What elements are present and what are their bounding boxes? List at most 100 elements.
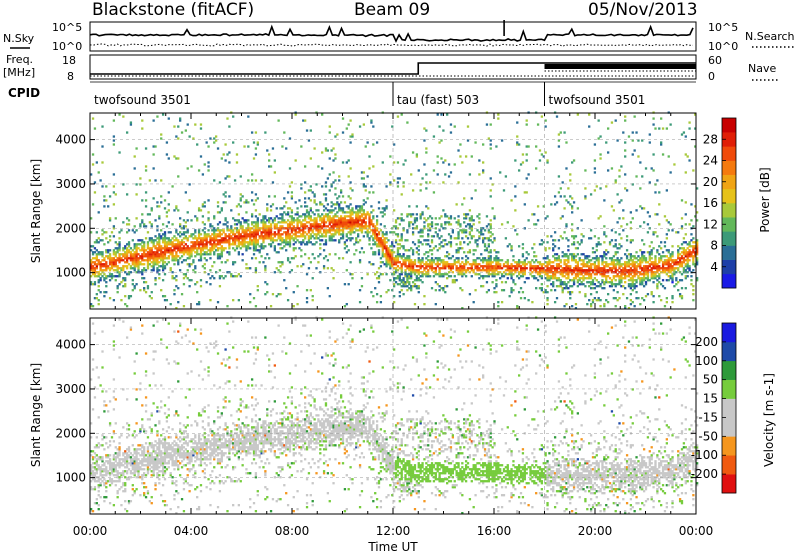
power-pixel	[349, 119, 352, 122]
power-pixel	[379, 257, 383, 260]
power-pixel	[338, 205, 341, 208]
power-pixel	[349, 231, 352, 234]
power-pixel	[571, 207, 574, 210]
power-pixel	[235, 235, 239, 238]
power-pixel	[508, 243, 511, 246]
power-pixel	[110, 231, 114, 234]
power-pixel	[428, 249, 432, 252]
power-pixel	[152, 269, 155, 272]
power-pixel	[464, 235, 468, 238]
power-pixel	[355, 221, 358, 224]
power-pixel	[129, 259, 133, 262]
power-pixel	[152, 261, 155, 264]
power-pixel	[146, 241, 150, 244]
power-pixel	[678, 261, 682, 264]
power-pixel	[430, 265, 434, 268]
power-pixel	[476, 239, 479, 242]
power-pixel	[470, 219, 473, 222]
power-pixel	[404, 281, 407, 284]
power-pixel	[247, 145, 250, 148]
power-pixel	[408, 263, 411, 266]
power-pixel	[281, 221, 284, 224]
power-pixel	[610, 269, 614, 272]
power-pixel	[349, 213, 352, 216]
power-pixel	[696, 219, 699, 222]
power-pixel	[680, 217, 684, 220]
power-pixel	[393, 257, 396, 260]
power-pixel	[379, 265, 383, 268]
power-pixel	[631, 285, 634, 288]
power-pixel	[606, 271, 610, 274]
power-pixel	[470, 225, 473, 228]
power-pixel	[470, 275, 473, 278]
power-pixel	[555, 279, 559, 282]
power-pixel	[283, 231, 286, 234]
power-pixel	[345, 303, 348, 306]
power-pixel	[375, 223, 379, 226]
power-pixel	[497, 267, 500, 270]
power-pixel	[107, 251, 110, 254]
power-pixel	[620, 285, 623, 288]
power-pixel	[415, 217, 419, 220]
power-pixel	[171, 223, 174, 226]
power-pixel	[567, 267, 570, 270]
power-pixel	[341, 211, 345, 214]
power-pixel	[124, 261, 127, 264]
power-pixel	[139, 257, 142, 260]
power-pixel	[232, 231, 235, 234]
power-pixel	[644, 265, 648, 268]
power-pixel	[686, 261, 689, 264]
power-pixel	[546, 297, 549, 300]
power-pixel	[268, 153, 271, 156]
power-pixel	[413, 219, 417, 222]
power-pixel	[243, 229, 246, 232]
power-pixel	[224, 247, 227, 250]
power-pixel	[413, 269, 417, 272]
power-pixel	[419, 215, 422, 218]
power-pixel	[239, 247, 242, 250]
power-pixel	[345, 227, 348, 230]
power-pixel	[597, 299, 600, 302]
power-pixel	[601, 281, 604, 284]
power-pixel	[264, 217, 267, 220]
power-pixel	[179, 223, 182, 226]
power-pixel	[504, 265, 508, 268]
power-pixel	[137, 263, 140, 266]
power-pixel	[603, 225, 606, 228]
power-pixel	[444, 285, 447, 288]
power-pixel	[684, 269, 687, 272]
power-pixel	[430, 287, 434, 290]
power-pixel	[553, 239, 557, 242]
power-pixel	[521, 243, 525, 246]
power-pixel	[135, 249, 138, 252]
power-pixel	[406, 273, 409, 276]
power-pixel	[642, 277, 646, 280]
power-pixel	[158, 247, 161, 250]
power-pixel	[105, 281, 108, 284]
power-pixel	[597, 119, 600, 122]
power-pixel	[648, 251, 651, 254]
power-pixel	[548, 277, 551, 280]
power-pixel	[175, 205, 178, 208]
power-pixel	[391, 273, 394, 276]
power-pixel	[553, 203, 557, 206]
power-pixel	[357, 213, 360, 216]
power-pixel	[180, 233, 184, 236]
power-pixel	[540, 243, 544, 246]
power-pixel	[614, 279, 617, 282]
power-pixel	[631, 217, 634, 220]
power-pixel	[368, 239, 371, 242]
power-pixel	[580, 219, 583, 222]
power-pixel	[127, 257, 131, 260]
power-pixel	[463, 267, 466, 270]
power-pixel	[406, 229, 409, 232]
power-pixel	[133, 251, 136, 254]
power-pixel	[173, 235, 176, 238]
power-pixel	[349, 261, 352, 264]
power-pixel	[652, 295, 655, 298]
power-pixel	[321, 213, 324, 216]
power-pixel	[684, 135, 687, 138]
power-pixel	[228, 239, 231, 242]
power-pixel	[625, 189, 629, 192]
power-pixel	[372, 191, 375, 194]
